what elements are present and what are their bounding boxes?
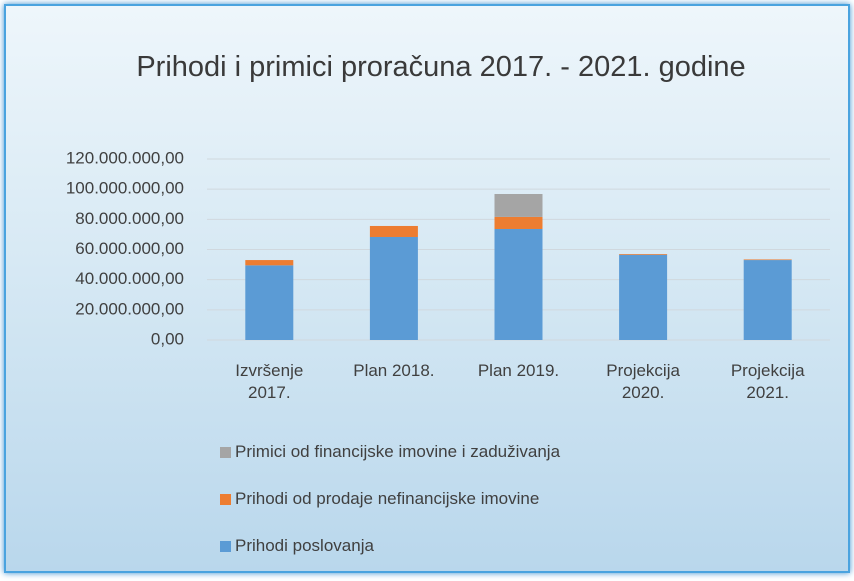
legend-item: Primici od financijske imovine i zaduživ… [220, 442, 560, 462]
x-tick-label: Plan 2019. [477, 361, 560, 380]
x-tick-label: Projekcija 2021. [730, 361, 805, 402]
bar-segment [494, 193, 543, 217]
y-tick-label: 20.000.000,00 [75, 299, 184, 318]
bar-segment [245, 260, 294, 266]
chart-frame: Prihodi i primici proračuna 2017. - 2021… [4, 4, 850, 573]
chart: 0,00 20.000.000,00 40.000.000,00 60.000.000… [66, 148, 830, 348]
bar-segment [494, 228, 543, 340]
legend-item: Prihodi od prodaje nefinancijske imovine [220, 489, 539, 509]
bar-segment [245, 265, 294, 340]
legend-swatch [220, 446, 231, 458]
chart-title: Prihodi i primici proračuna 2017. - 2021… [136, 51, 746, 83]
bar-segment [369, 225, 418, 237]
bar-segment [619, 254, 668, 255]
y-tick-label: 80.000.000,00 [75, 209, 184, 228]
bar-segment [743, 259, 792, 261]
y-tick-label: 60.000.000,00 [75, 239, 184, 258]
legend-item: Prihodi poslovanja [220, 536, 374, 556]
legend-label: Prihodi poslovanja [235, 536, 374, 555]
bar-segment [619, 254, 668, 340]
y-tick-label: 100.000.000,00 [66, 179, 184, 198]
y-tick-label: 40.000.000,00 [75, 269, 184, 288]
y-tick-label: 120.000.000,00 [66, 148, 184, 167]
bar-segment [743, 260, 792, 340]
x-tick-label: Projekcija 2020. [606, 361, 680, 402]
legend-label: Primici od financijske imovine i zaduživ… [235, 442, 561, 461]
legend-swatch [220, 493, 231, 505]
legend-swatch [220, 540, 231, 552]
y-tick-label: 0,00 [151, 329, 184, 348]
x-tick-label: Plan 2018. [353, 361, 435, 380]
x-tick-label: Izvršenje 2017. [235, 361, 304, 402]
legend-label: Prihodi od prodaje nefinancijske imovine [235, 489, 540, 508]
bar-segment [494, 216, 543, 229]
bar-segment [369, 236, 418, 340]
